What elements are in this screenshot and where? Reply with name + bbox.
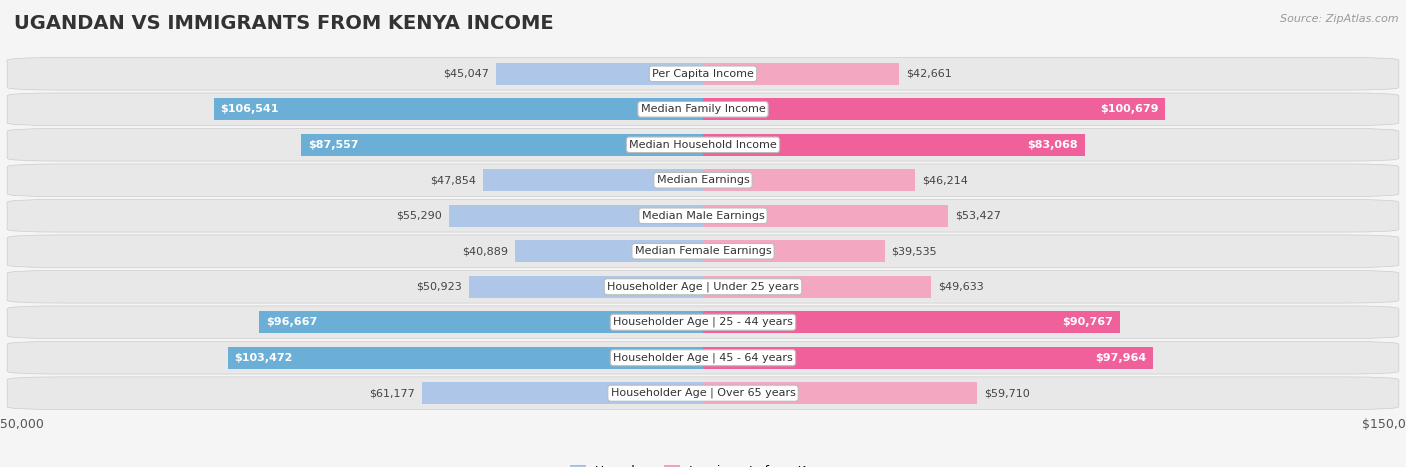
Bar: [703, 347, 1153, 369]
Text: Median Earnings: Median Earnings: [657, 175, 749, 185]
Bar: [422, 382, 703, 404]
FancyBboxPatch shape: [7, 93, 1399, 126]
Bar: [515, 240, 703, 262]
Text: $46,214: $46,214: [922, 175, 967, 185]
Bar: [470, 276, 703, 298]
Text: $106,541: $106,541: [221, 104, 278, 114]
Text: Median Female Earnings: Median Female Earnings: [634, 246, 772, 256]
Text: $53,427: $53,427: [955, 211, 1001, 221]
Bar: [703, 276, 931, 298]
Text: $45,047: $45,047: [443, 69, 489, 79]
Text: $103,472: $103,472: [235, 353, 292, 363]
FancyBboxPatch shape: [7, 377, 1399, 410]
Bar: [449, 205, 703, 227]
Text: Median Family Income: Median Family Income: [641, 104, 765, 114]
Text: Householder Age | 25 - 44 years: Householder Age | 25 - 44 years: [613, 317, 793, 327]
Bar: [484, 169, 703, 191]
FancyBboxPatch shape: [7, 235, 1399, 268]
Text: $87,557: $87,557: [308, 140, 359, 150]
Text: $55,290: $55,290: [396, 211, 441, 221]
Text: $97,964: $97,964: [1095, 353, 1146, 363]
Bar: [703, 240, 884, 262]
Bar: [703, 134, 1084, 156]
Bar: [703, 63, 898, 85]
Text: $61,177: $61,177: [370, 388, 415, 398]
Bar: [228, 347, 703, 369]
Text: Householder Age | 45 - 64 years: Householder Age | 45 - 64 years: [613, 353, 793, 363]
Bar: [259, 311, 703, 333]
Text: $100,679: $100,679: [1099, 104, 1159, 114]
Bar: [703, 382, 977, 404]
Text: $40,889: $40,889: [463, 246, 509, 256]
Text: $42,661: $42,661: [905, 69, 952, 79]
Text: Median Male Earnings: Median Male Earnings: [641, 211, 765, 221]
FancyBboxPatch shape: [7, 341, 1399, 374]
FancyBboxPatch shape: [7, 128, 1399, 161]
Text: Householder Age | Over 65 years: Householder Age | Over 65 years: [610, 388, 796, 398]
Text: UGANDAN VS IMMIGRANTS FROM KENYA INCOME: UGANDAN VS IMMIGRANTS FROM KENYA INCOME: [14, 14, 554, 33]
Bar: [496, 63, 703, 85]
Bar: [703, 98, 1166, 120]
Text: Householder Age | Under 25 years: Householder Age | Under 25 years: [607, 282, 799, 292]
Bar: [703, 169, 915, 191]
Legend: Ugandan, Immigrants from Kenya: Ugandan, Immigrants from Kenya: [565, 460, 841, 467]
Text: $83,068: $83,068: [1026, 140, 1077, 150]
FancyBboxPatch shape: [7, 164, 1399, 197]
Text: $96,667: $96,667: [266, 317, 318, 327]
Bar: [703, 205, 949, 227]
Bar: [214, 98, 703, 120]
FancyBboxPatch shape: [7, 199, 1399, 232]
Text: $59,710: $59,710: [984, 388, 1029, 398]
FancyBboxPatch shape: [7, 57, 1399, 90]
Text: Per Capita Income: Per Capita Income: [652, 69, 754, 79]
Text: $47,854: $47,854: [430, 175, 477, 185]
Text: $90,767: $90,767: [1062, 317, 1114, 327]
Text: Source: ZipAtlas.com: Source: ZipAtlas.com: [1281, 14, 1399, 24]
Text: Median Household Income: Median Household Income: [628, 140, 778, 150]
Bar: [703, 311, 1121, 333]
FancyBboxPatch shape: [7, 270, 1399, 303]
Text: $50,923: $50,923: [416, 282, 463, 292]
FancyBboxPatch shape: [7, 306, 1399, 339]
Bar: [301, 134, 703, 156]
Text: $39,535: $39,535: [891, 246, 936, 256]
Text: $49,633: $49,633: [938, 282, 984, 292]
